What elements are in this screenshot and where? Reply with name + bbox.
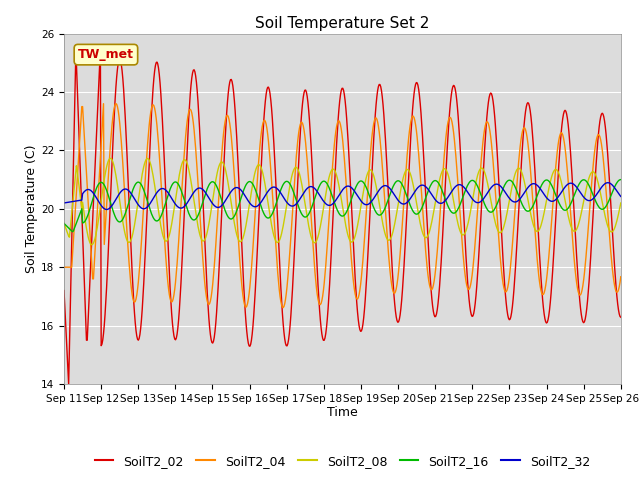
Line: SoilT2_02: SoilT2_02 — [64, 48, 621, 384]
SoilT2_32 — [428, 191, 435, 196]
Text: TW_met: TW_met — [78, 48, 134, 61]
Line: SoilT2_04: SoilT2_04 — [64, 104, 621, 308]
SoilT2_08 — [70, 187, 78, 192]
SoilT2_32 — [103, 206, 111, 212]
SoilT2_08 — [60, 220, 68, 226]
SoilT2_02 — [428, 296, 436, 301]
SoilT2_16 — [617, 177, 625, 182]
SoilT2_16 — [128, 189, 136, 194]
SoilT2_02 — [186, 103, 193, 108]
SoilT2_04 — [128, 291, 136, 297]
Legend: SoilT2_02, SoilT2_04, SoilT2_08, SoilT2_16, SoilT2_32: SoilT2_02, SoilT2_04, SoilT2_08, SoilT2_… — [90, 450, 595, 473]
Title: Soil Temperature Set 2: Soil Temperature Set 2 — [255, 16, 429, 31]
SoilT2_32 — [411, 189, 419, 194]
SoilT2_04 — [412, 122, 419, 128]
SoilT2_08 — [186, 170, 193, 176]
SoilT2_16 — [71, 224, 79, 230]
SoilT2_32 — [128, 192, 136, 198]
SoilT2_02 — [412, 82, 419, 87]
SoilT2_04 — [60, 264, 68, 270]
SoilT2_04 — [428, 287, 436, 292]
SoilT2_04 — [617, 274, 625, 279]
SoilT2_08 — [428, 218, 436, 224]
SoilT2_16 — [428, 181, 435, 187]
SoilT2_32 — [185, 198, 193, 204]
SoilT2_16 — [60, 220, 68, 226]
SoilT2_32 — [617, 193, 625, 199]
SoilT2_16 — [214, 187, 222, 192]
X-axis label: Time: Time — [327, 407, 358, 420]
SoilT2_32 — [604, 180, 611, 186]
Line: SoilT2_08: SoilT2_08 — [64, 158, 621, 245]
SoilT2_02 — [129, 285, 137, 290]
SoilT2_32 — [214, 204, 222, 210]
SoilT2_16 — [411, 211, 419, 216]
SoilT2_02 — [60, 288, 68, 293]
Line: SoilT2_32: SoilT2_32 — [64, 183, 621, 209]
SoilT2_08 — [129, 230, 137, 236]
SoilT2_02 — [65, 381, 72, 387]
SoilT2_08 — [617, 200, 625, 206]
SoilT2_04 — [214, 205, 222, 211]
SoilT2_02 — [617, 314, 625, 320]
SoilT2_32 — [60, 200, 68, 206]
SoilT2_04 — [279, 305, 287, 311]
SoilT2_02 — [71, 96, 79, 101]
SoilT2_04 — [70, 227, 78, 233]
Y-axis label: Soil Temperature (C): Soil Temperature (C) — [25, 144, 38, 273]
SoilT2_08 — [107, 156, 115, 161]
SoilT2_16 — [68, 229, 76, 235]
SoilT2_04 — [112, 101, 120, 107]
SoilT2_02 — [215, 270, 223, 276]
SoilT2_02 — [97, 45, 104, 51]
SoilT2_16 — [185, 210, 193, 216]
Line: SoilT2_16: SoilT2_16 — [64, 180, 621, 232]
SoilT2_04 — [185, 109, 193, 115]
SoilT2_08 — [88, 242, 96, 248]
SoilT2_08 — [412, 195, 419, 201]
SoilT2_32 — [70, 198, 78, 204]
SoilT2_08 — [215, 164, 223, 169]
